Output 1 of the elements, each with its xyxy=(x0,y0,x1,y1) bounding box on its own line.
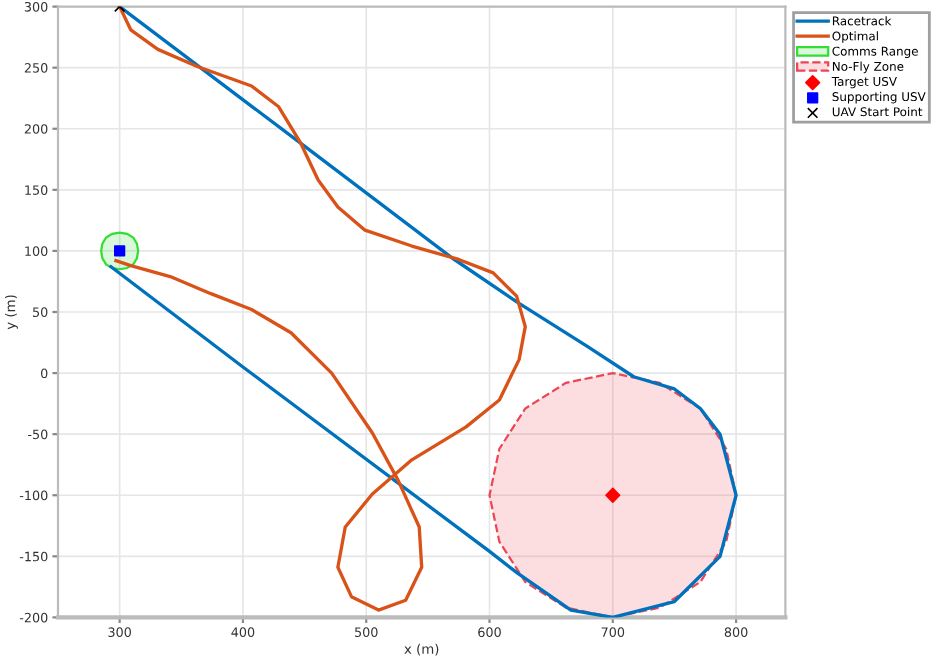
point xyxy=(605,487,621,503)
